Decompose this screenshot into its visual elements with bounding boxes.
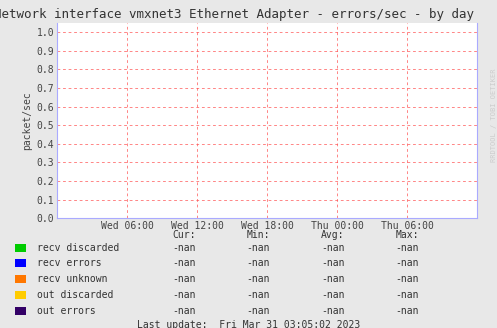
Text: -nan: -nan <box>321 258 345 268</box>
Text: Max:: Max: <box>396 230 419 239</box>
Text: recv discarded: recv discarded <box>37 243 119 253</box>
Text: -nan: -nan <box>321 243 345 253</box>
Text: Cur:: Cur: <box>172 230 196 239</box>
Text: -nan: -nan <box>247 290 270 300</box>
Text: -nan: -nan <box>172 258 196 268</box>
Text: -nan: -nan <box>396 274 419 284</box>
Text: -nan: -nan <box>321 306 345 316</box>
Text: -nan: -nan <box>396 290 419 300</box>
Text: -nan: -nan <box>321 274 345 284</box>
Text: -nan: -nan <box>396 258 419 268</box>
Text: -nan: -nan <box>247 258 270 268</box>
Text: -nan: -nan <box>247 243 270 253</box>
Text: -nan: -nan <box>321 290 345 300</box>
Y-axis label: packet/sec: packet/sec <box>22 91 33 150</box>
Text: -nan: -nan <box>247 306 270 316</box>
Text: -nan: -nan <box>172 243 196 253</box>
Text: out discarded: out discarded <box>37 290 114 300</box>
Text: -nan: -nan <box>396 243 419 253</box>
Text: -nan: -nan <box>172 306 196 316</box>
Text: Last update:  Fri Mar 31 03:05:02 2023: Last update: Fri Mar 31 03:05:02 2023 <box>137 320 360 328</box>
Text: Min:: Min: <box>247 230 270 239</box>
Text: -nan: -nan <box>172 274 196 284</box>
Text: recv errors: recv errors <box>37 258 102 268</box>
Text: -nan: -nan <box>396 306 419 316</box>
Text: Avg:: Avg: <box>321 230 345 239</box>
Text: recv unknown: recv unknown <box>37 274 108 284</box>
Text: RRDTOOL / TOBI OETIKER: RRDTOOL / TOBI OETIKER <box>491 68 497 162</box>
Text: -nan: -nan <box>247 274 270 284</box>
Text: Network interface vmxnet3 Ethernet Adapter - errors/sec - by day: Network interface vmxnet3 Ethernet Adapt… <box>0 8 474 21</box>
Text: out errors: out errors <box>37 306 96 316</box>
Text: -nan: -nan <box>172 290 196 300</box>
